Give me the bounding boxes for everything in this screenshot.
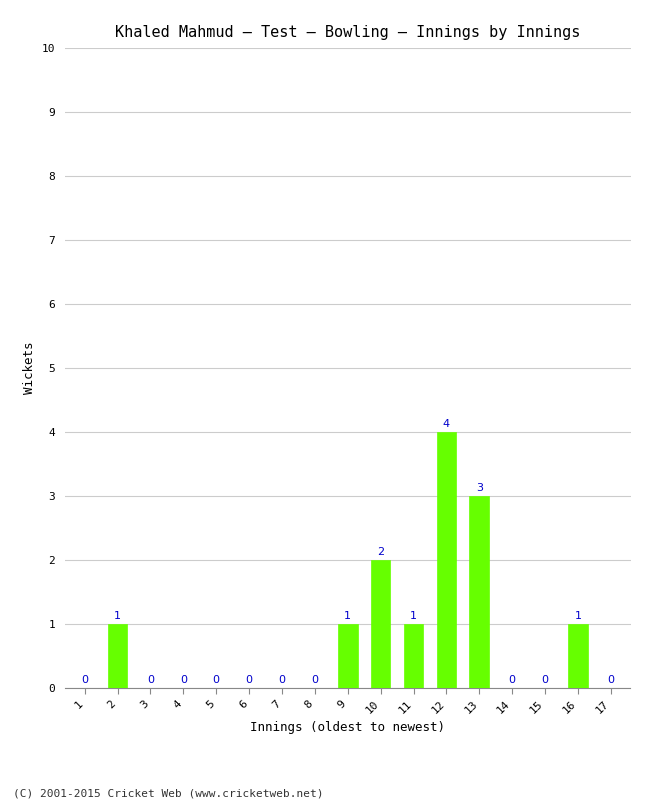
Text: 0: 0 xyxy=(509,674,515,685)
Bar xyxy=(404,624,423,688)
Text: 1: 1 xyxy=(575,611,581,621)
Y-axis label: Wickets: Wickets xyxy=(23,342,36,394)
Text: 2: 2 xyxy=(377,547,384,557)
Text: 0: 0 xyxy=(311,674,318,685)
Bar xyxy=(437,432,456,688)
Bar xyxy=(370,560,391,688)
Bar xyxy=(338,624,358,688)
Text: 0: 0 xyxy=(541,674,549,685)
Text: (C) 2001-2015 Cricket Web (www.cricketweb.net): (C) 2001-2015 Cricket Web (www.cricketwe… xyxy=(13,788,324,798)
Text: 0: 0 xyxy=(180,674,187,685)
Text: 4: 4 xyxy=(443,419,450,429)
Text: 1: 1 xyxy=(344,611,351,621)
Text: 0: 0 xyxy=(246,674,253,685)
X-axis label: Innings (oldest to newest): Innings (oldest to newest) xyxy=(250,721,445,734)
Title: Khaled Mahmud – Test – Bowling – Innings by Innings: Khaled Mahmud – Test – Bowling – Innings… xyxy=(115,25,580,40)
Text: 1: 1 xyxy=(114,611,121,621)
Text: 0: 0 xyxy=(607,674,614,685)
Bar xyxy=(108,624,127,688)
Bar xyxy=(469,496,489,688)
Text: 0: 0 xyxy=(81,674,88,685)
Text: 0: 0 xyxy=(213,674,220,685)
Text: 1: 1 xyxy=(410,611,417,621)
Text: 0: 0 xyxy=(147,674,154,685)
Text: 0: 0 xyxy=(278,674,285,685)
Text: 3: 3 xyxy=(476,482,483,493)
Bar xyxy=(568,624,588,688)
